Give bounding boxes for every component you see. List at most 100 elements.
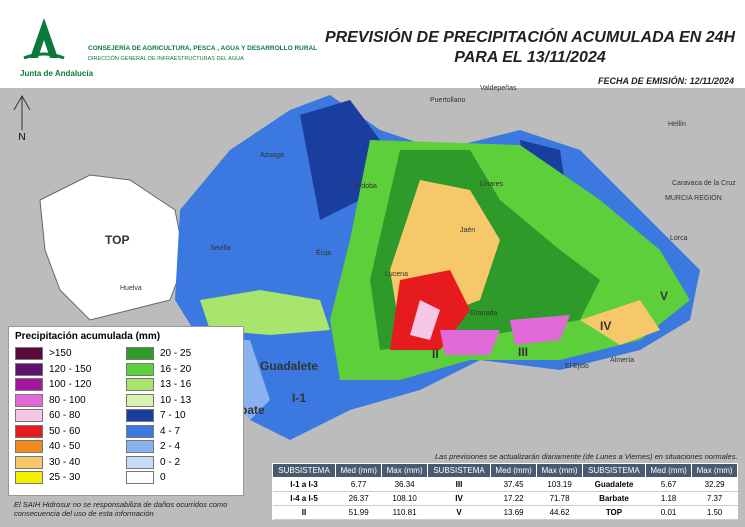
legend-item: 7 - 10	[126, 408, 237, 424]
legend-label: 25 - 30	[49, 472, 81, 484]
place-label: Sevilla	[210, 245, 231, 252]
place-label: Caravaca de la Cruz	[672, 180, 736, 187]
place-label: Écija	[316, 248, 331, 257]
place-label: Lucena	[385, 271, 408, 278]
table-cell: 5.67	[645, 477, 692, 492]
place-label: Puertollano	[430, 97, 466, 104]
legend-swatch	[126, 471, 154, 485]
table-cell: 1.18	[645, 491, 692, 506]
legend-item: 2 - 4	[126, 439, 237, 455]
issue-date: FECHA DE EMISIÓN: 12/11/2024	[598, 75, 734, 86]
table-cell: 0.01	[645, 505, 692, 520]
legend-swatch	[15, 440, 43, 454]
legend-label: 30 - 40	[49, 456, 81, 468]
place-label: Azuaga	[260, 152, 284, 159]
legend-item: 4 - 7	[126, 424, 237, 440]
table-header: Med (mm)	[335, 463, 383, 478]
legend-item: 25 - 30	[15, 470, 126, 486]
legend-item: 10 - 13	[126, 393, 237, 409]
table-cell: 13.69	[490, 505, 537, 520]
legend-swatch	[126, 378, 154, 392]
table-cell: 32.29	[691, 477, 738, 492]
place-label: Córdoba	[350, 183, 377, 190]
place-label: Valdepeñas	[480, 85, 517, 92]
table-header: Max (mm)	[691, 463, 738, 478]
table-cell: 17.22	[490, 491, 537, 506]
place-label: Lorca	[670, 235, 688, 242]
table-row: I-4 a I-5 26.37 108.10 IV 17.22 71.78 Barbate 1…	[272, 491, 738, 506]
table-cell: III	[427, 477, 491, 492]
legend-item: 0	[126, 470, 237, 486]
table-cell: 36.34	[381, 477, 428, 492]
legend-label: 100 - 120	[49, 379, 92, 391]
legend-item: 120 - 150	[15, 362, 126, 378]
zone-label: II	[432, 347, 439, 361]
legend-item: 100 - 120	[15, 377, 126, 393]
legend-label: 40 - 50	[49, 441, 81, 453]
legend-item: >150	[15, 346, 126, 362]
north: N	[18, 132, 25, 143]
legend-swatch	[126, 424, 154, 438]
zone-label: Guadalete	[260, 359, 318, 373]
table-row: I-1 a I-3 6.77 36.34 III 37.45 103.19 Guadalet…	[272, 477, 738, 492]
legend-swatch	[126, 409, 154, 423]
legend-label: 13 - 16	[160, 379, 192, 391]
department: CONSEJERÍA DE AGRICULTURA, PESCA , AGUA …	[88, 43, 317, 52]
table-cell: TOP	[582, 505, 646, 520]
place-label: Hellín	[668, 121, 686, 128]
table-cell: 37.45	[490, 477, 537, 492]
table-header: SUBSISTEMA	[581, 463, 647, 478]
note: Las previsiones se actualizarán diariame…	[435, 452, 738, 461]
table-cell: 108.10	[381, 491, 428, 506]
legend-item: 30 - 40	[15, 455, 126, 471]
table-row: II 51.99 110.81 V 13.69 44.62 TOP 0.01 1.50	[272, 505, 738, 520]
legend-label: 80 - 100	[49, 394, 86, 406]
legend-item: 40 - 50	[15, 439, 126, 455]
legend-item: 20 - 25	[126, 346, 237, 362]
legend-swatch	[126, 393, 154, 407]
table-cell: Guadalete	[582, 477, 646, 492]
table-cell: II	[272, 505, 336, 520]
legend-title: Precipitación acumulada (mm)	[15, 331, 161, 342]
legend-label: 60 - 80	[49, 410, 81, 422]
legend-item: 13 - 16	[126, 377, 237, 393]
table-cell: 26.37	[335, 491, 382, 506]
legend-item: 0 - 2	[126, 455, 237, 471]
legend-label: 20 - 25	[160, 348, 192, 360]
legend-label: 0 - 2	[160, 456, 181, 468]
table-header: Med (mm)	[644, 463, 693, 478]
legend-label: 50 - 60	[49, 425, 81, 437]
place-label: Jaén	[460, 227, 475, 234]
org: Junta de Andalucía	[20, 69, 94, 78]
table-cell: 71.78	[536, 491, 583, 506]
place-label: Almería	[610, 357, 634, 364]
legend-swatch	[126, 440, 154, 454]
zone-label: TOP	[105, 233, 129, 247]
table-header: Max (mm)	[536, 463, 583, 478]
table-cell: 110.81	[381, 505, 428, 520]
zone-label: IV	[600, 319, 611, 333]
directorate: DIRECCIÓN GENERAL DE INFRAESTRUCTURAS DE…	[88, 55, 244, 62]
summary-table: SUBSISTEMA Med (mm) Max (mm) SUBSISTEMA Med …	[271, 463, 738, 520]
table-cell: 51.99	[335, 505, 382, 520]
table-cell: 1.50	[691, 505, 738, 520]
disclaimer: El SAIH Hidrosur no se responsabiliza de…	[14, 500, 228, 518]
table-header: SUBSISTEMA	[426, 463, 492, 478]
legend: Precipitación acumulada (mm) >150 120 - 1…	[8, 326, 244, 496]
legend-item: 80 - 100	[15, 393, 126, 409]
legend-label: 0	[160, 472, 166, 484]
subtitle: PARA EL 13/11/2024	[454, 49, 606, 66]
zone-label: I-1	[292, 391, 306, 405]
legend-swatch	[126, 362, 154, 376]
zone-label: V	[660, 289, 668, 303]
table-cell: 6.77	[335, 477, 382, 492]
title: PREVISIÓN DE PRECIPITACIÓN ACUMULADA EN …	[325, 27, 736, 46]
legend-item: 16 - 20	[126, 362, 237, 378]
legend-item: 50 - 60	[15, 424, 126, 440]
place-label: El Ejido	[565, 363, 589, 370]
legend-swatch	[126, 455, 154, 469]
legend-label: 10 - 13	[160, 394, 192, 406]
table-header: SUBSISTEMA	[271, 463, 337, 478]
